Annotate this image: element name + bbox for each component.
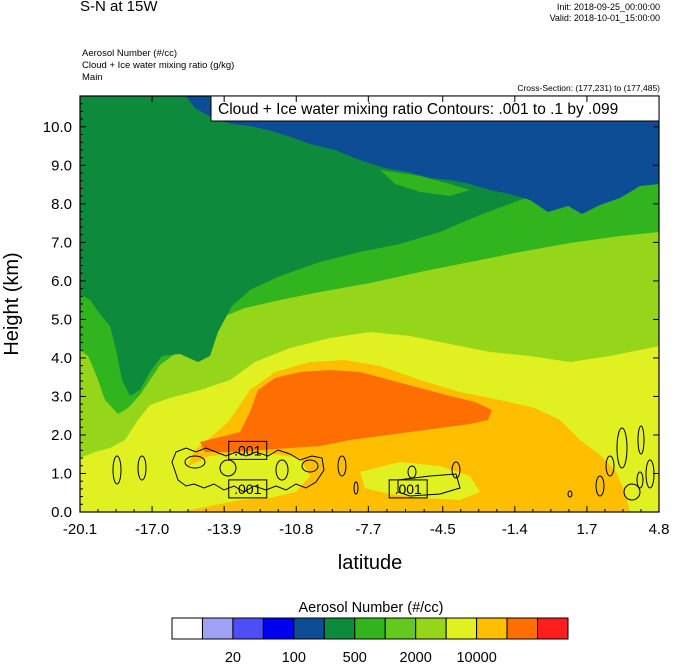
colorbar-swatch xyxy=(476,617,508,640)
x-tick-label: -4.5 xyxy=(430,521,456,538)
region-green-patch xyxy=(380,170,470,196)
valid-time: Valid: 2018-10-01_15:00:00 xyxy=(549,13,660,23)
colorbar-swatch xyxy=(415,617,447,640)
contour-ring xyxy=(301,459,319,473)
cross-section-label: Cross-Section: (177,231) to (177,485) xyxy=(517,83,660,93)
colorbar-swatch xyxy=(354,617,386,640)
y-tick-label: 9.0 xyxy=(51,157,72,174)
contour-label: .001 xyxy=(395,481,422,497)
colorbar-tick-label: 500 xyxy=(343,650,367,666)
cloud-contours xyxy=(112,425,655,501)
region-red-orange xyxy=(200,370,492,452)
colorbar-tick-label: 20 xyxy=(225,650,241,666)
y-tick-label: 4.0 xyxy=(51,350,72,367)
colorbar-swatch xyxy=(262,617,295,640)
contour-ring xyxy=(397,473,461,497)
contour-ring xyxy=(645,459,655,489)
y-tick-label: 6.0 xyxy=(51,273,72,290)
colorbar-tick-labels: 20 100 500 2000 10000 xyxy=(225,650,497,666)
colorbar-swatch xyxy=(384,617,417,640)
x-tick-label: -20.1 xyxy=(63,521,97,538)
contour-label-box xyxy=(228,479,268,499)
y-tick-label: 2.0 xyxy=(51,427,72,444)
contour-ring xyxy=(616,427,628,469)
field-name-aerosol: Aerosol Number (#/cc) xyxy=(82,48,178,59)
contour-ring xyxy=(451,461,461,479)
colorbar-swatch xyxy=(293,617,325,640)
contour-info-box xyxy=(210,95,660,122)
colorbar-tick-label: 2000 xyxy=(400,650,432,666)
contour-info-text: Cloud + Ice water mixing ratio Contours:… xyxy=(218,101,618,118)
field-name-cloud-ice: Cloud + Ice water mixing ratio (g/kg) xyxy=(82,60,235,71)
contour-ring xyxy=(184,455,206,469)
y-tick-label: 10.0 xyxy=(43,119,72,136)
contour-ring xyxy=(636,471,644,489)
contour-ring xyxy=(567,490,573,498)
x-tick-label: 4.8 xyxy=(649,521,670,538)
contour-ring xyxy=(137,455,147,481)
x-tick-label: -10.8 xyxy=(279,521,313,538)
x-tick-label: -7.7 xyxy=(355,521,381,538)
colorbar-swatch xyxy=(323,617,356,640)
region-blue xyxy=(186,96,659,214)
contour-ring xyxy=(337,455,347,477)
contour-ring xyxy=(605,455,615,477)
colorbar xyxy=(171,617,569,640)
x-axis: -20.1 -17.0 -13.9 -10.8 -7.7 -4.5 -1.4 1.7 4.8 xyxy=(63,96,670,538)
colorbar-swatch xyxy=(201,617,234,640)
contour-label: .001 xyxy=(234,481,261,497)
region-yellow-pocket-2 xyxy=(180,452,310,512)
y-axis: 0.0 1.0 2.0 3.0 4.0 5.0 6.0 7.0 8.0 9.0 10.0 xyxy=(43,103,659,521)
colorbar-swatch xyxy=(537,617,569,640)
x-axis-label: latitude xyxy=(338,552,403,574)
contour-ring xyxy=(623,483,641,501)
y-tick-label: 3.0 xyxy=(51,388,72,405)
x-tick-label: -13.9 xyxy=(207,521,241,538)
plot-area xyxy=(80,96,659,512)
contour-ring xyxy=(171,447,325,493)
contour-ring xyxy=(275,459,289,481)
y-tick-label: 5.0 xyxy=(51,311,72,328)
y-tick-label: 7.0 xyxy=(51,234,72,251)
colorbar-swatch xyxy=(232,617,264,640)
colorbar-swatch xyxy=(506,617,539,640)
x-tick-label: -17.0 xyxy=(135,521,169,538)
contour-ring xyxy=(112,455,122,485)
x-tick-label: -1.4 xyxy=(502,521,528,538)
contour-ring xyxy=(595,475,605,497)
contour-ring xyxy=(219,459,237,477)
plot-title: S-N at 15W xyxy=(80,0,158,15)
colorbar-swatch xyxy=(445,617,478,640)
contour-ring xyxy=(353,481,359,495)
y-tick-label: 8.0 xyxy=(51,196,72,213)
y-axis-label: Height (km) xyxy=(1,252,23,355)
x-tick-label: 1.7 xyxy=(576,521,597,538)
contour-label-box xyxy=(228,440,268,460)
contour-label-box xyxy=(388,479,428,499)
colorbar-title: Aerosol Number (#/cc) xyxy=(298,600,443,616)
contour-labels: .001 .001 .001 xyxy=(228,440,428,499)
contour-label: .001 xyxy=(234,442,261,458)
init-time: Init: 2018-09-25_00:00:00 xyxy=(556,2,660,12)
y-tick-label: 1.0 xyxy=(51,465,72,482)
colorbar-tick-label: 10000 xyxy=(456,650,496,666)
colorbar-swatch xyxy=(171,617,203,640)
colorbar-tick-label: 100 xyxy=(282,650,306,666)
contour-ring xyxy=(637,425,645,455)
field-name-main: Main xyxy=(82,72,103,83)
y-tick-label: 0.0 xyxy=(51,504,72,521)
